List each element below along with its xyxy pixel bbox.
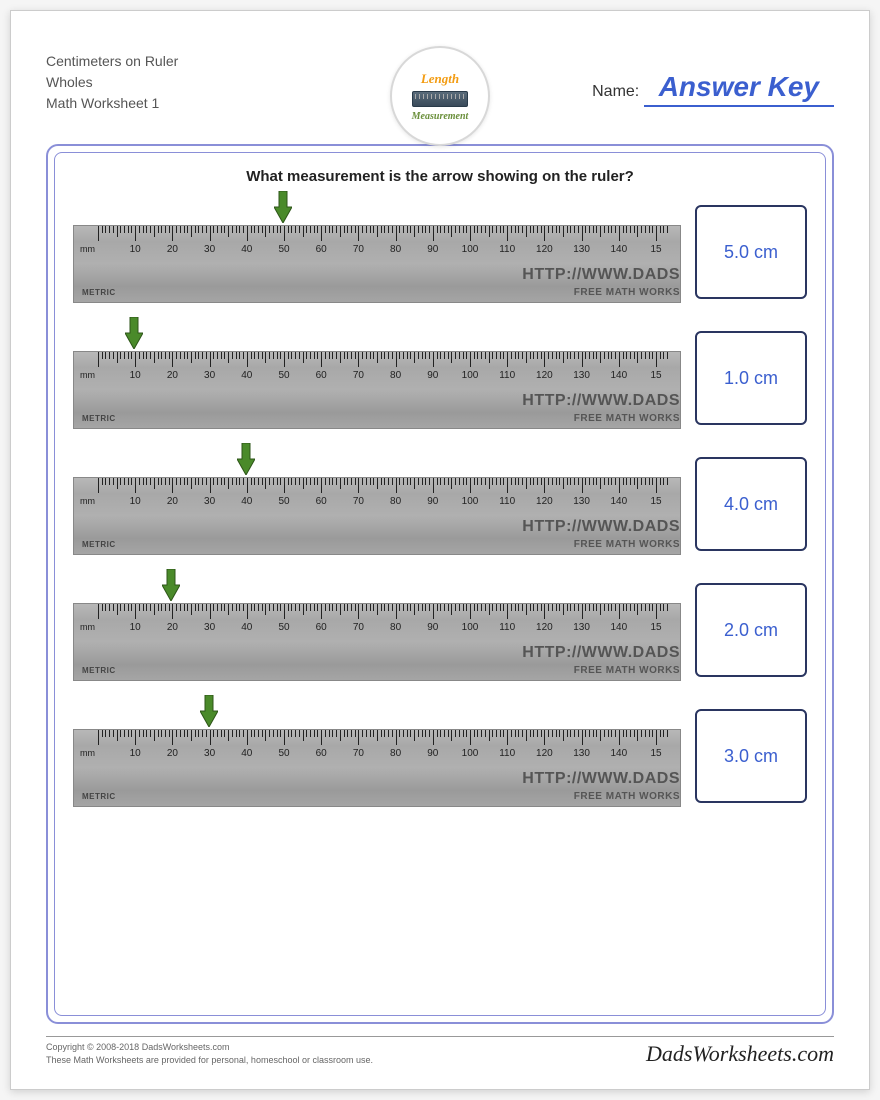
ruler-area: mm10203040506070809010011012013014015HTT…	[73, 351, 681, 429]
arrow-down-icon	[162, 569, 180, 601]
length-measurement-badge: Length Measurement	[390, 46, 490, 146]
badge-top-text: Length	[421, 71, 459, 87]
badge-bottom-text: Measurement	[412, 111, 469, 122]
ruler: mm10203040506070809010011012013014015HTT…	[73, 225, 681, 303]
ruler-icon	[412, 91, 468, 107]
ruler: mm10203040506070809010011012013014015HTT…	[73, 351, 681, 429]
answer-key-text: Answer Key	[644, 71, 834, 107]
footer-note: These Math Worksheets are provided for p…	[46, 1054, 373, 1067]
arrow-down-icon	[274, 191, 292, 223]
ruler: mm10203040506070809010011012013014015HTT…	[73, 729, 681, 807]
name-label: Name:	[592, 83, 639, 100]
answer-box: 3.0 cm	[695, 709, 807, 803]
answer-box: 1.0 cm	[695, 331, 807, 425]
ruler: mm10203040506070809010011012013014015HTT…	[73, 477, 681, 555]
title-line-2: Wholes	[46, 72, 178, 93]
answer-box: 2.0 cm	[695, 583, 807, 677]
ruler-area: mm10203040506070809010011012013014015HTT…	[73, 225, 681, 303]
problem-row: mm10203040506070809010011012013014015HTT…	[73, 205, 807, 303]
ruler-area: mm10203040506070809010011012013014015HTT…	[73, 729, 681, 807]
problem-row: mm10203040506070809010011012013014015HTT…	[73, 583, 807, 681]
title-line-3: Math Worksheet 1	[46, 93, 178, 114]
ruler-area: mm10203040506070809010011012013014015HTT…	[73, 603, 681, 681]
problem-row: mm10203040506070809010011012013014015HTT…	[73, 331, 807, 429]
arrow-down-icon	[200, 695, 218, 727]
name-area: Name: Answer Key	[592, 71, 834, 107]
worksheet-page: Centimeters on Ruler Wholes Math Workshe…	[10, 10, 870, 1090]
problem-row: mm10203040506070809010011012013014015HTT…	[73, 457, 807, 555]
header: Centimeters on Ruler Wholes Math Workshe…	[46, 51, 834, 114]
problems-container: mm10203040506070809010011012013014015HTT…	[73, 205, 807, 807]
footer-left: Copyright © 2008-2018 DadsWorksheets.com…	[46, 1041, 373, 1066]
copyright: Copyright © 2008-2018 DadsWorksheets.com	[46, 1041, 373, 1054]
answer-box: 5.0 cm	[695, 205, 807, 299]
content-frame: What measurement is the arrow showing on…	[46, 144, 834, 1024]
answer-box: 4.0 cm	[695, 457, 807, 551]
footer-brand: DadsWorksheets.com	[646, 1041, 834, 1067]
content-inner: What measurement is the arrow showing on…	[54, 152, 826, 1016]
question-text: What measurement is the arrow showing on…	[73, 168, 807, 185]
title-line-1: Centimeters on Ruler	[46, 51, 178, 72]
footer: Copyright © 2008-2018 DadsWorksheets.com…	[46, 1036, 834, 1067]
ruler-area: mm10203040506070809010011012013014015HTT…	[73, 477, 681, 555]
problem-row: mm10203040506070809010011012013014015HTT…	[73, 709, 807, 807]
arrow-down-icon	[237, 443, 255, 475]
header-titles: Centimeters on Ruler Wholes Math Workshe…	[46, 51, 178, 114]
arrow-down-icon	[125, 317, 143, 349]
ruler: mm10203040506070809010011012013014015HTT…	[73, 603, 681, 681]
